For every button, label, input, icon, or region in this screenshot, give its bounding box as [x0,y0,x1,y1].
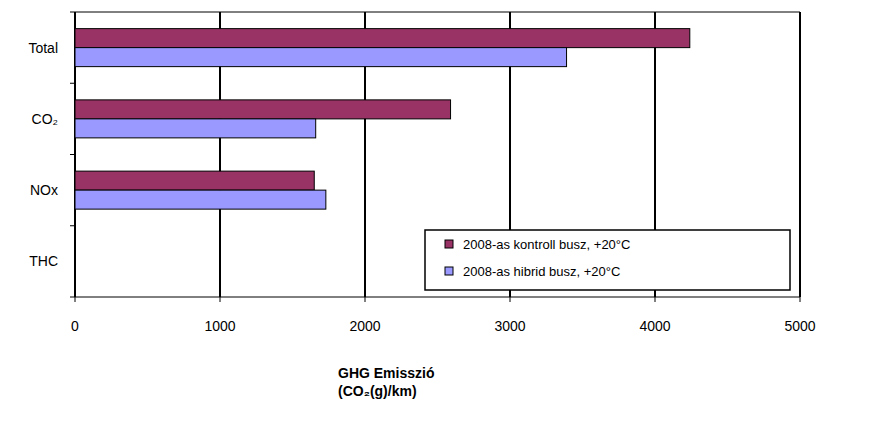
tick-label: 3000 [494,318,525,334]
tick-label: 5000 [784,318,815,334]
legend-swatch [445,240,453,248]
category-label: NOx [30,182,58,198]
legend-label: 2008-as hibrid busz, +20°C [463,264,620,279]
tick-mark [75,297,76,302]
legend-box [425,230,790,290]
frame-right [800,12,801,297]
tick-mark [655,297,656,302]
bar [75,190,326,209]
category-tick [70,83,75,84]
axis-title: (CO₂(g)/km) [338,383,417,399]
tick-mark [365,297,366,302]
category-label: THC [29,253,58,269]
category-tick [70,225,75,226]
legend-swatch [445,267,453,275]
bar [75,119,316,138]
frame-top [75,12,800,13]
category-tick [70,154,75,155]
category-tick [70,297,75,298]
tick-label: 1000 [204,318,235,334]
x-axis [75,297,800,298]
tick-label: 0 [71,318,79,334]
axis-title: GHG Emisszió [338,365,434,381]
category-tick [70,12,75,13]
bar [75,171,314,190]
bars [75,29,690,210]
tick-label: 4000 [639,318,670,334]
category-label: CO₂ [32,111,58,127]
category-label: Total [28,40,58,56]
legend-label: 2008-as kontroll busz, +20°C [463,237,630,252]
tick-mark [510,297,511,302]
tick-mark [220,297,221,302]
tick-mark [800,297,801,302]
grid-line [799,12,801,297]
bar [75,29,690,48]
tick-label: 2000 [349,318,380,334]
bar [75,261,76,280]
bar [75,100,451,119]
bar [75,242,76,261]
bar [75,48,567,67]
